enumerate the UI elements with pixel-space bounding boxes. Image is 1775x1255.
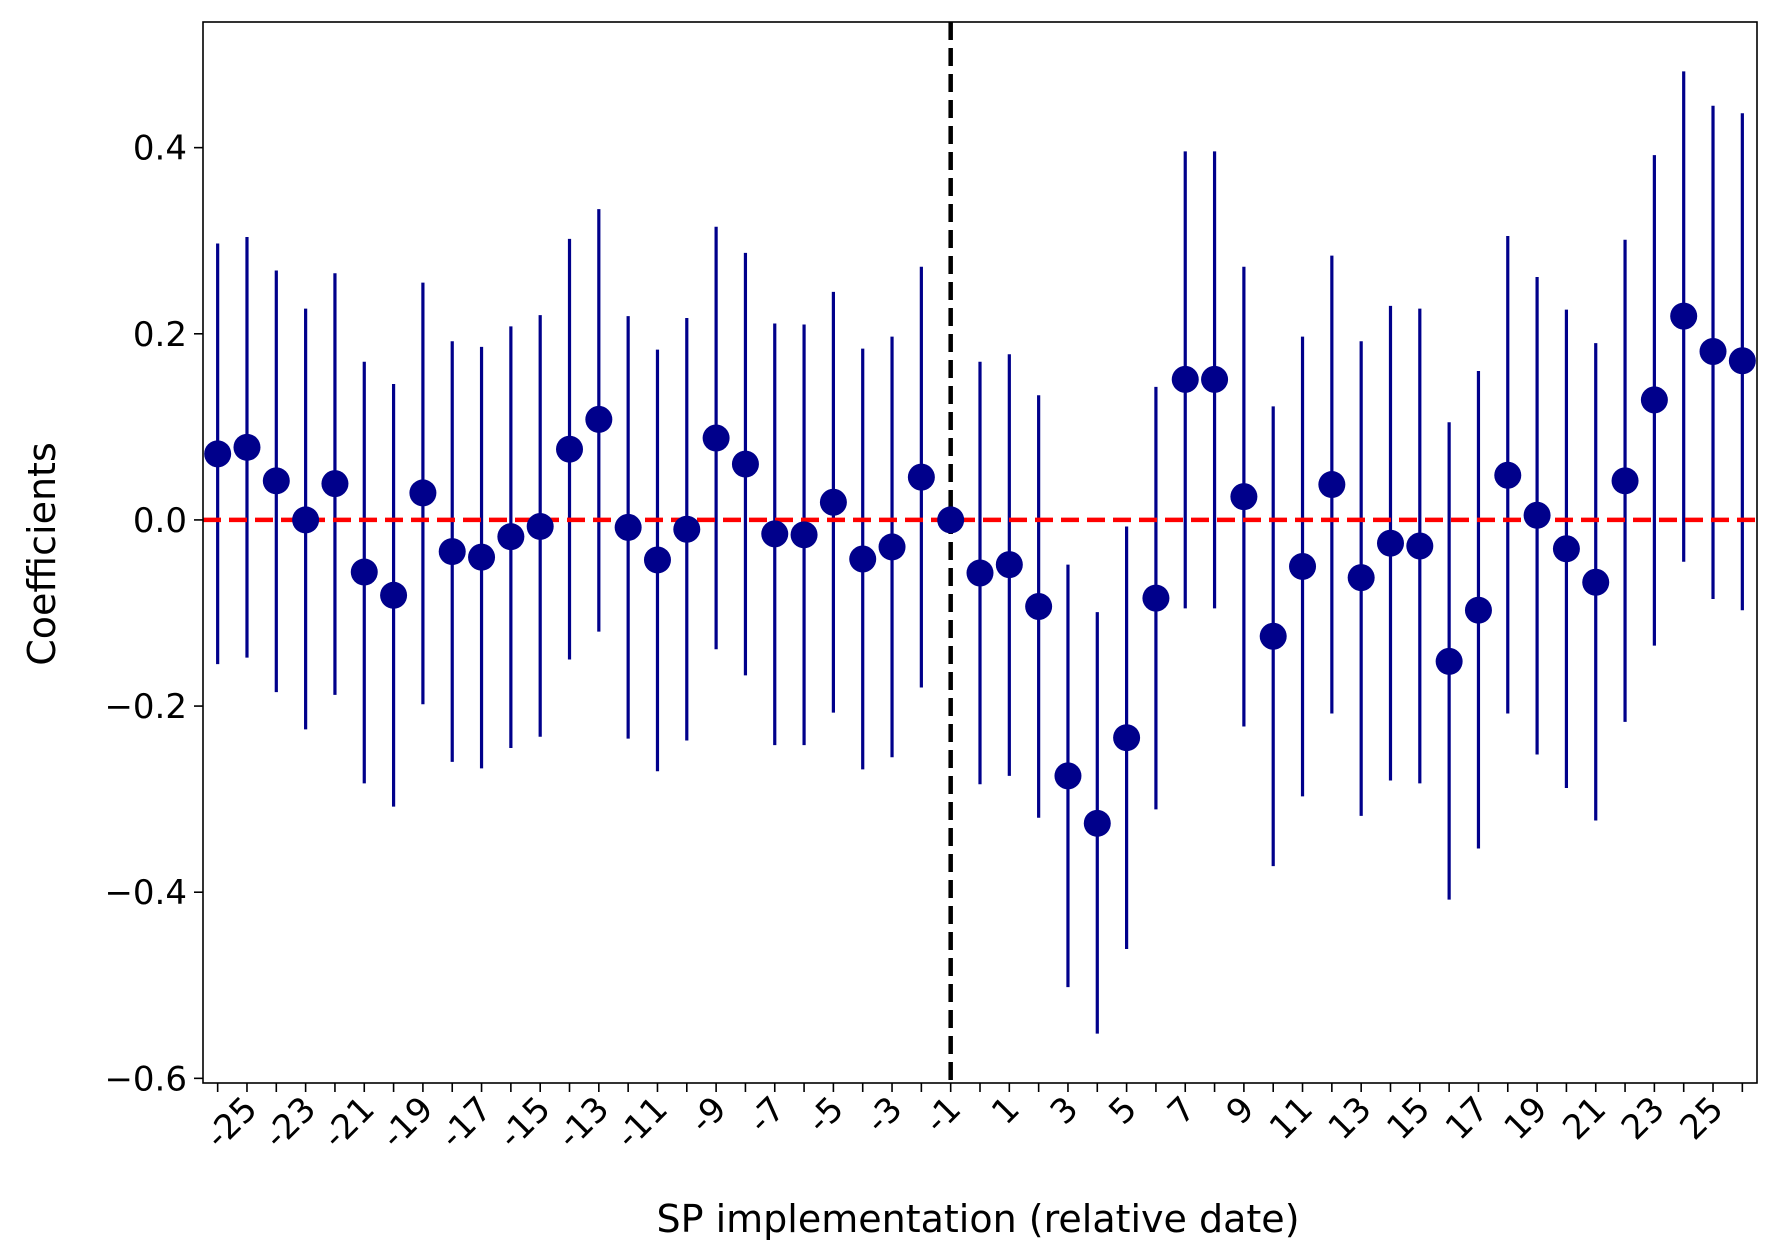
data-point [1142,584,1170,612]
y-tick-label: 0.4 [133,129,187,169]
data-point [1347,564,1375,592]
data-point [1464,596,1492,624]
data-point [438,538,466,566]
x-tick-label: 5 [1101,1089,1145,1133]
x-tick-label: -3 [858,1089,910,1141]
y-tick-label: −0.2 [104,687,187,727]
data-point [790,521,818,549]
data-point [1435,647,1463,675]
data-point [262,467,290,495]
x-tick-label: 21 [1555,1089,1614,1148]
x-tick-label: -11 [608,1089,676,1157]
data-point [350,558,378,586]
x-tick-label: 25 [1673,1089,1732,1148]
y-tick-label: 0.2 [133,315,187,355]
data-point [1171,365,1199,393]
data-point [1728,347,1756,375]
data-point [819,488,847,516]
data-point [937,506,965,534]
data-point [907,463,935,491]
x-tick-label: 11 [1262,1089,1321,1148]
data-point [1552,535,1580,563]
data-point [761,520,789,548]
data-point [556,435,584,463]
data-point [1289,552,1317,580]
y-axis-label: Coefficients [20,442,64,666]
x-tick-label: 17 [1438,1089,1497,1148]
data-point [409,479,437,507]
data-point [673,515,701,543]
x-tick-label: 9 [1219,1089,1263,1133]
x-tick-label: -23 [256,1089,324,1157]
data-point [1054,762,1082,790]
x-tick-label: 15 [1379,1089,1438,1148]
x-axis-label: SP implementation (relative date) [656,1197,1299,1241]
y-tick-label: −0.4 [104,873,187,913]
x-tick-label: -9 [682,1089,734,1141]
data-point [995,551,1023,579]
x-tick-label: 19 [1497,1089,1556,1148]
data-point [1083,809,1111,837]
plot-area [203,22,1757,1083]
data-point [1113,724,1141,752]
x-tick-label: 1 [984,1089,1028,1133]
data-point [292,506,320,534]
data-point [585,405,613,433]
data-point [1025,592,1053,620]
x-tick-label: 13 [1321,1089,1380,1148]
data-point [1230,483,1258,511]
data-point [614,513,642,541]
data-point [1318,471,1346,499]
x-tick-label: -19 [374,1089,442,1157]
x-tick-label: -13 [550,1089,618,1157]
x-tick-label: -15 [491,1089,559,1157]
data-point [1406,532,1434,560]
data-point [1494,461,1522,489]
data-point [526,512,554,540]
data-point [878,533,906,561]
x-tick-label: -21 [315,1089,383,1157]
data-point [1259,622,1287,650]
y-tick-label: −0.6 [104,1059,187,1099]
data-point [1670,302,1698,330]
x-tick-label: 7 [1160,1089,1204,1133]
data-point [849,545,877,573]
data-point [731,450,759,478]
data-point [321,470,349,498]
data-point [468,543,496,571]
x-tick-label: -1 [917,1089,969,1141]
data-point [204,440,232,468]
data-point [643,546,671,574]
data-point [1699,337,1727,365]
data-point [380,581,408,609]
x-tick-label: 3 [1043,1089,1087,1133]
data-point [702,424,730,452]
data-point [1640,386,1668,414]
data-point [1376,529,1404,557]
data-point [1201,365,1229,393]
x-tick-label: -25 [198,1089,266,1157]
data-point [1523,501,1551,529]
data-point [497,523,525,551]
x-tick-label: -7 [741,1089,793,1141]
data-point [1582,568,1610,596]
x-tick-label: 23 [1614,1089,1673,1148]
data-point [1611,467,1639,495]
y-tick-label: 0.0 [133,501,187,541]
data-point [966,559,994,587]
x-tick-label: -5 [800,1089,852,1141]
data-point [233,433,261,461]
x-tick-label: -17 [432,1089,500,1157]
